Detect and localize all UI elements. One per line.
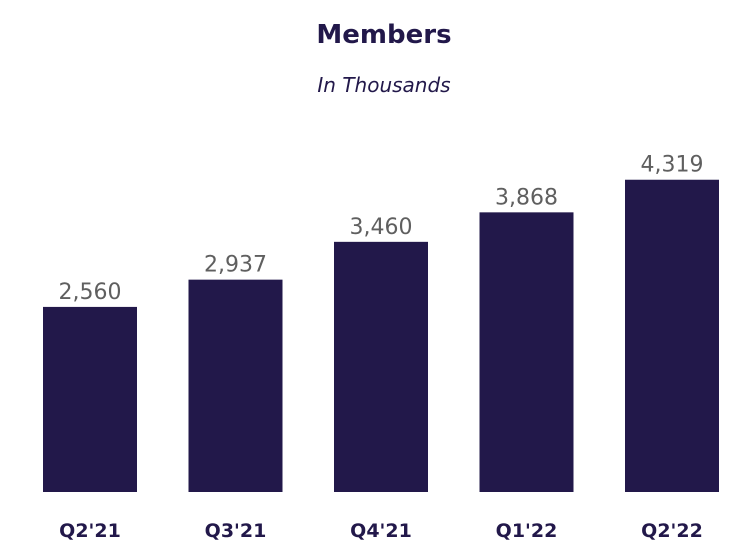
bar-q1-22 xyxy=(479,212,574,492)
value-label-q1-22: 3,868 xyxy=(495,185,558,210)
bars-group xyxy=(43,179,719,492)
category-label-q3-21: Q3'21 xyxy=(205,520,267,542)
value-labels-group: 2,560 2,937 3,460 3,868 4,319 xyxy=(59,153,704,305)
value-label-q3-21: 2,937 xyxy=(204,253,267,278)
category-labels-group: Q2'21 Q3'21 Q4'21 Q1'22 Q2'22 xyxy=(59,520,703,542)
chart-subtitle: In Thousands xyxy=(317,73,451,97)
category-label-q2-22: Q2'22 xyxy=(641,520,703,542)
value-label-q2-21: 2,560 xyxy=(59,280,122,305)
bar-q2-21 xyxy=(43,306,137,492)
value-label-q4-21: 3,460 xyxy=(350,215,413,240)
bar-q2-22 xyxy=(625,179,719,492)
bar-q3-21 xyxy=(188,279,283,492)
category-label-q2-21: Q2'21 xyxy=(59,520,121,542)
bar-q4-21 xyxy=(334,241,428,492)
category-label-q1-22: Q1'22 xyxy=(496,520,558,542)
value-label-q2-22: 4,319 xyxy=(641,153,704,178)
category-label-q4-21: Q4'21 xyxy=(350,520,412,542)
chart-title: Members xyxy=(316,20,452,50)
